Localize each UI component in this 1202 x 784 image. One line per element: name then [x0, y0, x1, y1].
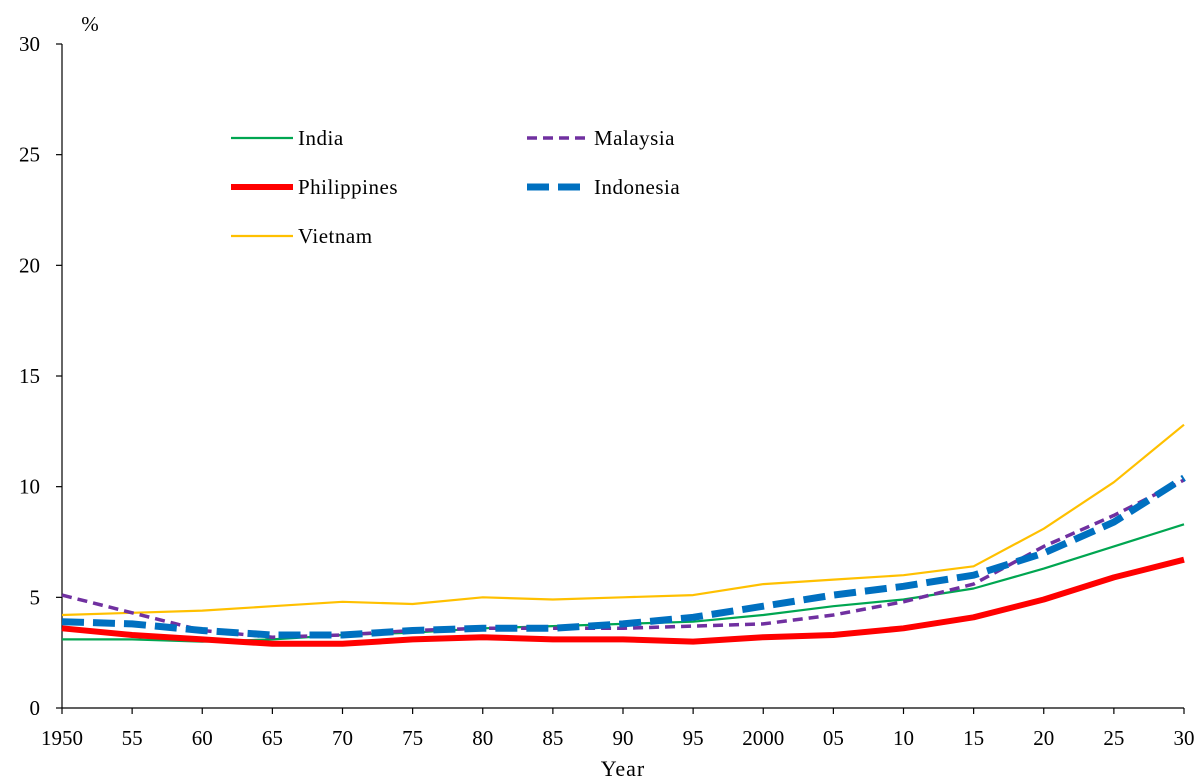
- x-tick-label: 25: [1103, 726, 1124, 750]
- x-tick-label: 2000: [742, 726, 784, 750]
- legend: India Malaysia Philippines Indonesia Vietnam: [231, 126, 680, 248]
- legend-label: India: [298, 126, 344, 150]
- legend-label: Philippines: [298, 175, 398, 199]
- x-tick-label: 05: [823, 726, 844, 750]
- y-tick-label: 30: [19, 32, 40, 56]
- x-tick-label: 1950: [41, 726, 83, 750]
- legend-label: Indonesia: [594, 175, 680, 199]
- x-axis-ticks: 1950 55 60 65 70 75 80 85 90 95 2000 05 10 15 20 25 30: [41, 708, 1195, 750]
- y-tick-label: 15: [19, 364, 40, 388]
- y-axis-unit-label: %: [81, 12, 99, 36]
- x-tick-label: 55: [122, 726, 143, 750]
- legend-label: Vietnam: [298, 224, 373, 248]
- y-tick-label: 20: [19, 253, 40, 277]
- legend-item-india: India: [231, 126, 344, 150]
- y-tick-label: 0: [30, 696, 41, 720]
- series-line-philippines: [61, 556, 1185, 647]
- legend-item-indonesia: Indonesia: [527, 175, 680, 199]
- x-tick-label: 10: [893, 726, 914, 750]
- series-line-indonesia: [61, 474, 1186, 639]
- x-tick-label: 80: [472, 726, 493, 750]
- legend-label: Malaysia: [594, 126, 675, 150]
- series-line-malaysia: [61, 478, 1185, 639]
- legend-item-vietnam: Vietnam: [231, 224, 373, 248]
- x-tick-label: 30: [1174, 726, 1195, 750]
- x-tick-label: 15: [963, 726, 984, 750]
- y-tick-label: 5: [30, 585, 41, 609]
- legend-item-philippines: Philippines: [231, 175, 398, 199]
- x-tick-label: 20: [1033, 726, 1054, 750]
- x-tick-label: 85: [542, 726, 563, 750]
- y-tick-label: 10: [19, 475, 40, 499]
- x-tick-label: 95: [683, 726, 704, 750]
- series-lines: [61, 423, 1186, 647]
- x-tick-label: 90: [613, 726, 634, 750]
- y-tick-label: 25: [19, 143, 40, 167]
- legend-item-malaysia: Malaysia: [527, 126, 675, 150]
- series-line-vietnam: [61, 423, 1185, 617]
- x-tick-label: 65: [262, 726, 283, 750]
- x-tick-label: 60: [192, 726, 213, 750]
- x-tick-label: 70: [332, 726, 353, 750]
- x-axis-title: Year: [601, 756, 646, 781]
- x-tick-label: 75: [402, 726, 423, 750]
- y-axis-ticks: 0 5 10 15 20 25 30: [19, 32, 62, 720]
